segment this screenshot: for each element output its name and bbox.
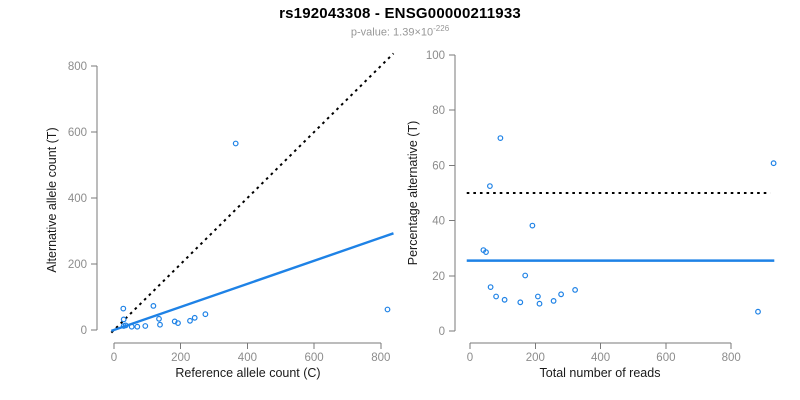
right-data-point — [529, 222, 536, 229]
left-y-tick-label: 400 — [68, 193, 87, 205]
left-data-point — [157, 321, 163, 328]
left-data-point — [150, 303, 157, 309]
left-x-tick-label: 600 — [305, 352, 324, 364]
right-data-point — [522, 272, 529, 279]
left-y-tick-label: 200 — [68, 259, 87, 271]
left-data-point — [128, 323, 135, 330]
right-plot: 0 200 400 600 800 0 20 40 60 80 100 — [426, 50, 777, 364]
left-axes — [91, 65, 382, 349]
right-data-point — [487, 183, 493, 190]
right-y-tick-label: 100 — [426, 50, 445, 62]
figure-subtitle: p-value: 1.39×10-226 — [0, 24, 800, 39]
left-tick-labels: 0 200 400 600 800 0 200 400 600 800 — [68, 61, 391, 364]
right-x-tick-label: 0 — [467, 352, 473, 364]
right-axes — [449, 54, 732, 349]
right-y-tick-label: 60 — [432, 160, 445, 172]
right-data-point — [536, 300, 543, 307]
right-data-point — [558, 291, 564, 298]
left-y-tick-label: 600 — [68, 127, 87, 139]
left-x-tick-label: 800 — [371, 352, 390, 364]
right-data-point — [483, 249, 489, 256]
right-x-tick-label: 600 — [656, 352, 675, 364]
left-data-point — [122, 322, 129, 329]
right-data-point — [501, 296, 508, 303]
left-data-point — [384, 306, 391, 313]
left-x-tick-label: 200 — [171, 352, 190, 364]
left-data-point — [187, 317, 193, 324]
left-data-point — [142, 323, 149, 329]
right-data-point — [493, 293, 500, 300]
right-tick-labels: 0 200 400 600 800 0 20 40 60 80 100 — [426, 50, 741, 364]
left-data-points — [120, 140, 391, 330]
right-data-point — [572, 287, 578, 293]
right-x-axis-label: Total number of reads — [539, 366, 661, 380]
left-data-point — [120, 316, 127, 323]
right-y-tick-label: 80 — [432, 105, 445, 117]
left-plot: 0 200 400 600 800 0 200 400 600 800 — [68, 52, 395, 364]
left-data-point — [120, 305, 127, 312]
right-x-tick-label: 400 — [591, 352, 610, 364]
pvalue-exponent: -226 — [433, 24, 450, 33]
right-data-point — [535, 293, 541, 300]
right-y-tick-label: 20 — [432, 271, 445, 283]
pvalue-text: p-value: 1.39×10 — [350, 26, 434, 39]
left-data-point — [156, 315, 162, 322]
left-x-tick-label: 0 — [111, 352, 117, 364]
right-y-tick-label: 40 — [432, 216, 445, 228]
left-x-tick-label: 400 — [238, 352, 257, 364]
figure-title: rs192043308 - ENSG00000211933 — [279, 5, 521, 22]
right-y-tick-label: 0 — [439, 326, 445, 338]
right-x-tick-label: 200 — [526, 352, 545, 364]
left-y-tick-label: 800 — [68, 61, 87, 73]
right-data-point — [497, 135, 504, 142]
left-data-point — [175, 320, 181, 327]
right-data-point — [755, 308, 761, 315]
left-y-axis-label: Alternative allele count (T) — [45, 127, 59, 273]
fit-line — [110, 232, 394, 333]
right-data-point — [770, 160, 777, 167]
right-x-tick-label: 800 — [722, 352, 741, 364]
left-data-point — [232, 140, 239, 147]
right-data-point — [550, 298, 557, 304]
right-data-point — [487, 284, 494, 291]
right-y-axis-label: Percentage alternative (T) — [406, 120, 420, 266]
left-data-point — [191, 314, 198, 321]
left-data-point — [134, 323, 141, 330]
left-y-tick-label: 0 — [81, 325, 87, 337]
right-data-points — [480, 135, 777, 315]
left-x-axis-label: Reference allele count (C) — [175, 366, 321, 380]
left-data-point — [202, 311, 209, 318]
identity-line — [110, 52, 395, 334]
right-data-point — [517, 299, 524, 306]
